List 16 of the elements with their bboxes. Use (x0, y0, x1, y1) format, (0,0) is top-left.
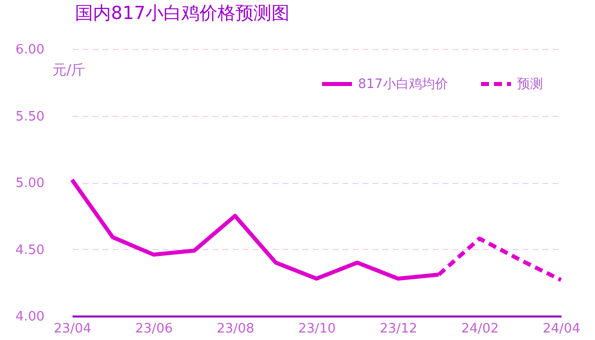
x-tick-label: 24/02 (461, 322, 499, 336)
legend-label: 817小白鸡均价 (358, 77, 448, 92)
x-tick-label: 23/06 (135, 322, 173, 336)
y-axis-title: 元/斤 (52, 62, 86, 78)
x-tick-label: 23/08 (216, 322, 254, 336)
x-tick-label: 23/10 (298, 322, 336, 336)
y-tick-label: 6.00 (16, 42, 44, 58)
chart-title: 国内817小白鸡价格预测图 (75, 3, 290, 24)
y-tick-label: 5.50 (16, 109, 44, 124)
x-tick-label: 23/12 (380, 322, 418, 336)
legend-label: 预测 (517, 77, 543, 92)
y-tick-label: 5.00 (16, 176, 44, 191)
y-tick-label: 4.50 (16, 242, 44, 258)
x-tick-label: 24/04 (542, 322, 580, 336)
y-tick-label: 4.00 (16, 310, 44, 324)
x-tick-label: 23/04 (54, 322, 92, 336)
